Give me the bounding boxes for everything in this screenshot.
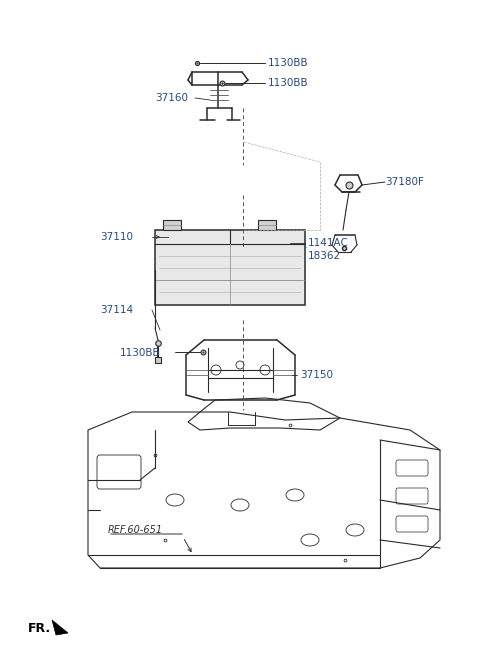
Text: 37110: 37110 xyxy=(100,232,133,242)
Text: 37114: 37114 xyxy=(100,305,133,315)
Text: 18362: 18362 xyxy=(308,251,341,261)
Bar xyxy=(163,220,181,230)
Text: 37180F: 37180F xyxy=(385,177,424,187)
Bar xyxy=(258,220,276,230)
Text: 37150: 37150 xyxy=(300,370,333,380)
Text: 1130BB: 1130BB xyxy=(268,78,309,88)
Text: 1130BB: 1130BB xyxy=(268,58,309,68)
Text: 37160: 37160 xyxy=(155,93,188,103)
Text: REF.60-651: REF.60-651 xyxy=(108,525,163,535)
Polygon shape xyxy=(52,620,68,635)
Bar xyxy=(155,230,305,305)
Text: 1130BB: 1130BB xyxy=(120,348,161,358)
Text: 1141AC: 1141AC xyxy=(308,238,349,248)
Text: FR.: FR. xyxy=(28,622,51,635)
